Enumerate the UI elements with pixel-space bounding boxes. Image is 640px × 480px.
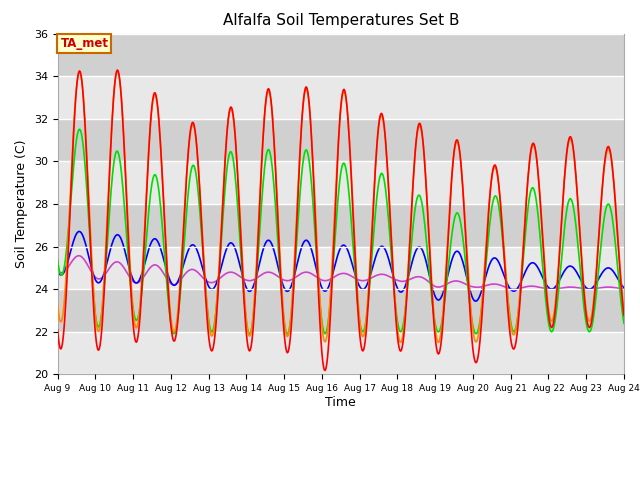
-8cm [445,261,452,267]
-16cm [54,268,61,274]
-2cm [179,242,186,248]
-4cm [388,245,396,251]
Text: TA_met: TA_met [60,37,108,50]
-2cm [570,148,577,154]
-4cm [179,237,186,243]
Bar [58,34,624,76]
-16cm [75,228,83,234]
-4cm [445,221,452,227]
-4cm [113,68,121,74]
-32cm [620,286,628,292]
Legend: -2cm, -4cm, -8cm, -16cm, -32cm: -2cm, -4cm, -8cm, -16cm, -32cm [138,476,544,480]
-2cm [321,368,329,373]
-4cm [204,303,211,309]
-2cm [54,327,61,333]
Y-axis label: Soil Temperature (C): Soil Temperature (C) [15,140,28,268]
Bar [58,76,624,119]
-32cm [444,281,452,287]
Line: -2cm: -2cm [58,70,624,371]
-16cm [570,265,577,271]
X-axis label: Time: Time [325,396,356,409]
Line: -16cm: -16cm [58,231,624,301]
Bar [58,161,624,204]
-8cm [334,200,342,206]
-4cm [54,301,61,307]
Bar [58,289,624,332]
-2cm [620,312,628,318]
Bar [58,204,624,247]
Title: Alfalfa Soil Temperatures Set B: Alfalfa Soil Temperatures Set B [223,13,459,28]
-4cm [397,339,404,345]
Bar [58,332,624,374]
-4cm [570,150,577,156]
-4cm [620,307,628,312]
-2cm [113,67,121,73]
-4cm [333,165,340,170]
-32cm [54,268,61,274]
-2cm [445,227,452,232]
-16cm [204,280,211,286]
-32cm [388,275,396,281]
-8cm [389,271,397,276]
-8cm [570,206,577,212]
-32cm [75,253,83,259]
Line: -4cm: -4cm [58,71,624,342]
-32cm [179,274,186,280]
-2cm [389,264,397,270]
-16cm [333,255,340,261]
-16cm [472,298,479,304]
Bar [58,247,624,289]
-2cm [334,154,342,160]
-8cm [179,261,186,266]
-2cm [204,315,211,321]
-8cm [204,303,211,309]
-16cm [620,285,628,291]
Line: -8cm: -8cm [58,129,624,334]
-8cm [54,257,61,263]
-16cm [444,273,452,278]
-16cm [388,268,396,274]
-32cm [333,273,340,278]
-8cm [620,321,628,326]
-8cm [76,126,83,132]
Bar [58,119,624,161]
-32cm [570,284,577,290]
-8cm [246,331,253,337]
-16cm [179,265,186,271]
-32cm [204,278,211,284]
Line: -32cm: -32cm [58,256,624,289]
-32cm [548,286,556,292]
